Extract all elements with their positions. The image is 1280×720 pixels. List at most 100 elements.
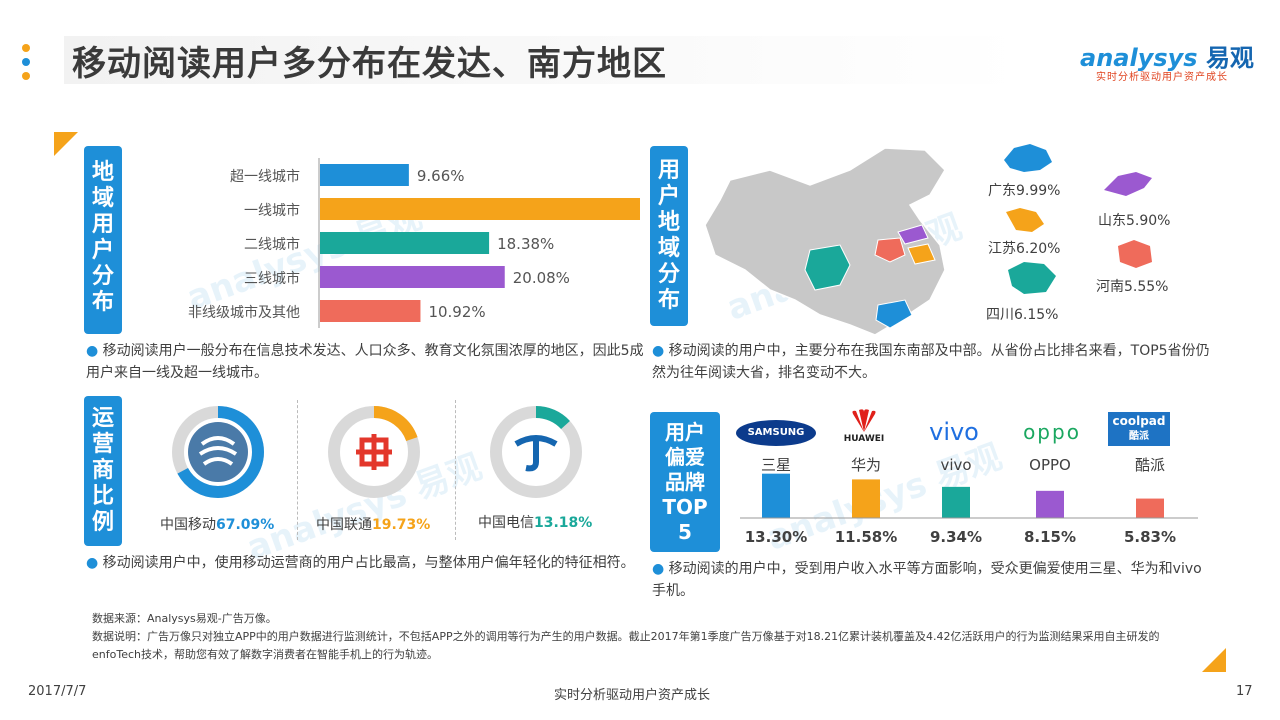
brand-bullet: ● 移动阅读的用户中，受到用户收入水平等方面影响，受众更偏爱使用三星、华为和vi… bbox=[652, 561, 1202, 599]
footer-slogan: 实时分析驱动用户资产成长 bbox=[554, 688, 711, 703]
huawei-logo: HUAWEI bbox=[836, 408, 892, 444]
region-bar-value: 9.66% bbox=[417, 167, 465, 185]
map-jiangsu bbox=[907, 243, 936, 265]
map-guangdong bbox=[875, 299, 913, 329]
region-category-labels: 超一线城市一线城市二线城市三线城市非线级城市及其他 bbox=[110, 150, 310, 340]
jiangsu-icon bbox=[1006, 208, 1044, 232]
province-label-henan: 河南5.55% bbox=[1096, 279, 1169, 295]
logo-initial: a bbox=[1080, 44, 1097, 72]
carrier-title-text: 运营商比例 bbox=[91, 406, 114, 535]
carrier-share-arc bbox=[172, 406, 264, 498]
brand-bar-value: 5.83% bbox=[1124, 528, 1176, 546]
carrier-value: 13.18% bbox=[534, 515, 593, 531]
guangdong-icon bbox=[1004, 144, 1052, 172]
brand-bullet-text: 移动阅读的用户中，受到用户收入水平等方面影响，受众更偏爱使用三星、华为和vivo… bbox=[652, 561, 1202, 599]
region-bar bbox=[320, 198, 640, 220]
huawei-flower-icon bbox=[852, 409, 876, 432]
province-label-shandong: 山东5.90% bbox=[1098, 213, 1171, 229]
logo-cn: 易观 bbox=[1205, 44, 1254, 72]
map-title-text: 用户地域分布 bbox=[657, 158, 680, 313]
map-bullet-text: 移动阅读的用户中，主要分布在我国东南部及中部。从省份占比排名来看，TOP5省份仍… bbox=[652, 343, 1210, 381]
map-sichuan bbox=[804, 244, 851, 291]
brand-category-label: 三星 bbox=[761, 456, 791, 474]
brand-bar-value: 8.15% bbox=[1024, 528, 1076, 546]
brand-title-text: 用户 偏爱 品牌 TOP 5 bbox=[662, 420, 708, 544]
province-label-guangdong: 广东9.99% bbox=[988, 183, 1061, 199]
carrier-bullet: ● 移动阅读用户中，使用移动运营商的用户占比最高，与整体用户偏年轻化的特征相符。 bbox=[86, 555, 635, 571]
province-label-sichuan: 四川6.15% bbox=[986, 307, 1059, 323]
brand-category-label: 酷派 bbox=[1135, 456, 1165, 474]
china-mobile-donut bbox=[172, 406, 264, 498]
corner-mark bbox=[1202, 648, 1226, 672]
china-map bbox=[704, 147, 946, 336]
region-bar-chart: 9.66%40.97%18.38%20.08%10.92% bbox=[318, 158, 640, 328]
carrier-section-title: 运营商比例 bbox=[84, 396, 122, 546]
china-map-base bbox=[704, 147, 946, 336]
shandong-icon bbox=[1104, 172, 1152, 196]
footer-note: 数据说明：广告万像只对独立APP中的用户数据进行监测统计，不包括APP之外的调用… bbox=[92, 630, 1160, 661]
china-telecom-donut bbox=[490, 406, 582, 498]
brand-bar bbox=[942, 486, 970, 518]
carrier-label-unicom: 中国联通19.73% bbox=[316, 517, 431, 533]
carrier-share-arc bbox=[490, 406, 582, 498]
brand-bar-value: 11.58% bbox=[835, 528, 897, 546]
carrier-value: 19.73% bbox=[372, 517, 431, 533]
map-henan bbox=[874, 237, 906, 263]
oppo-logo: oppo bbox=[1023, 420, 1081, 444]
region-category-label: 三线城市 bbox=[244, 271, 300, 287]
brand-logo: analysys 易观 bbox=[1080, 38, 1254, 73]
region-section-title: 地域用户分布 bbox=[84, 146, 122, 334]
footer-source: 数据来源：Analysys易观-广告万像。 bbox=[92, 612, 277, 625]
brand-bar bbox=[1136, 498, 1164, 518]
map-bullet: ● 移动阅读的用户中，主要分布在我国东南部及中部。从省份占比排名来看，TOP5省… bbox=[652, 343, 1210, 381]
brand-bar bbox=[1036, 490, 1064, 518]
title-band bbox=[64, 36, 1024, 84]
region-bar bbox=[320, 300, 421, 322]
divider bbox=[297, 400, 298, 540]
vivo-logo: vivo bbox=[929, 418, 979, 446]
map-shandong bbox=[897, 224, 929, 245]
brand-section-title: 用户 偏爱 品牌 TOP 5 bbox=[650, 412, 720, 552]
brand-bar-value: 13.30% bbox=[745, 528, 807, 546]
carrier-label-telecom: 中国电信13.18% bbox=[478, 515, 593, 531]
region-category-label: 非线级城市及其他 bbox=[188, 305, 300, 321]
logo-slogan: 实时分析驱动用户资产成长 bbox=[1096, 72, 1228, 83]
region-bullet: ● 移动阅读用户一般分布在信息技术发达、人口众多、教育文化氛围浓厚的地区，因此5… bbox=[86, 343, 644, 381]
brand-bar-chart: 三星 13.30% 华为 11.58% vivo 9.34% OPPO 8.15% 酷派 5.83… bbox=[740, 456, 1198, 546]
china-unicom-donut bbox=[328, 406, 420, 498]
region-bar-value: 20.08% bbox=[513, 269, 570, 287]
carrier-bullet-text: 移动阅读用户中，使用移动运营商的用户占比最高，与整体用户偏年轻化的特征相符。 bbox=[102, 555, 635, 571]
region-category-label: 二线城市 bbox=[244, 237, 300, 253]
coolpad-logo: coolpad 酷派 bbox=[1108, 412, 1170, 446]
carrier-value: 67.09% bbox=[216, 517, 275, 533]
region-bullet-text: 移动阅读用户一般分布在信息技术发达、人口众多、教育文化氛围浓厚的地区，因此5成用… bbox=[86, 343, 644, 381]
region-bar-value: 18.38% bbox=[497, 235, 554, 253]
china-mobile-logo-icon bbox=[188, 422, 248, 482]
footer-notes: 数据来源：Analysys易观-广告万像。 数据说明：广告万像只对独立APP中的… bbox=[92, 610, 1202, 664]
brand-bar bbox=[852, 479, 880, 518]
carrier-label-mobile: 中国移动67.09% bbox=[160, 517, 275, 533]
region-category-label: 超一线城市 bbox=[230, 169, 300, 185]
henan-icon bbox=[1118, 240, 1152, 268]
region-bar bbox=[320, 266, 505, 288]
corner-mark bbox=[54, 132, 78, 156]
region-category-label: 一线城市 bbox=[244, 203, 300, 219]
region-bar bbox=[320, 164, 409, 186]
brand-category-label: 华为 bbox=[851, 456, 881, 474]
brand-category-label: vivo bbox=[940, 456, 971, 474]
brand-bar-value: 9.34% bbox=[930, 528, 982, 546]
footer-date: 2017/7/7 bbox=[28, 684, 87, 699]
region-bar bbox=[320, 232, 490, 254]
map-section-title: 用户地域分布 bbox=[650, 146, 688, 326]
sichuan-icon bbox=[1008, 262, 1056, 294]
region-bar-value: 10.92% bbox=[428, 303, 485, 321]
region-title-text: 地域用户分布 bbox=[91, 160, 114, 315]
province-label-jiangsu: 江苏6.20% bbox=[988, 241, 1061, 257]
page-number: 17 bbox=[1236, 684, 1253, 699]
carrier-share-arc bbox=[328, 406, 420, 498]
brand-bar bbox=[762, 473, 790, 518]
page-title: 移动阅读用户多分布在发达、南方地区 bbox=[72, 44, 667, 84]
logo-text: nalysys bbox=[1096, 44, 1198, 72]
brand-category-label: OPPO bbox=[1029, 456, 1071, 474]
divider bbox=[455, 400, 456, 540]
